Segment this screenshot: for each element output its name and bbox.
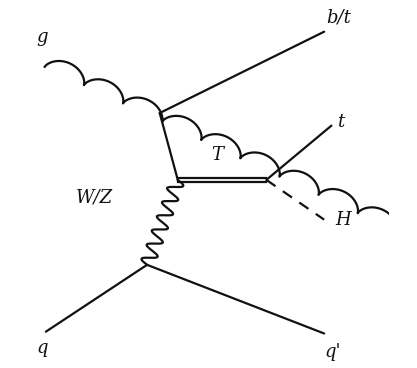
- Text: W/Z: W/Z: [75, 189, 113, 207]
- Text: t: t: [337, 113, 344, 131]
- Text: q': q': [324, 343, 341, 361]
- Text: T: T: [211, 146, 224, 164]
- Text: g: g: [37, 28, 48, 46]
- Text: q: q: [37, 339, 48, 357]
- Text: b/t: b/t: [326, 8, 351, 26]
- Text: H: H: [335, 210, 351, 229]
